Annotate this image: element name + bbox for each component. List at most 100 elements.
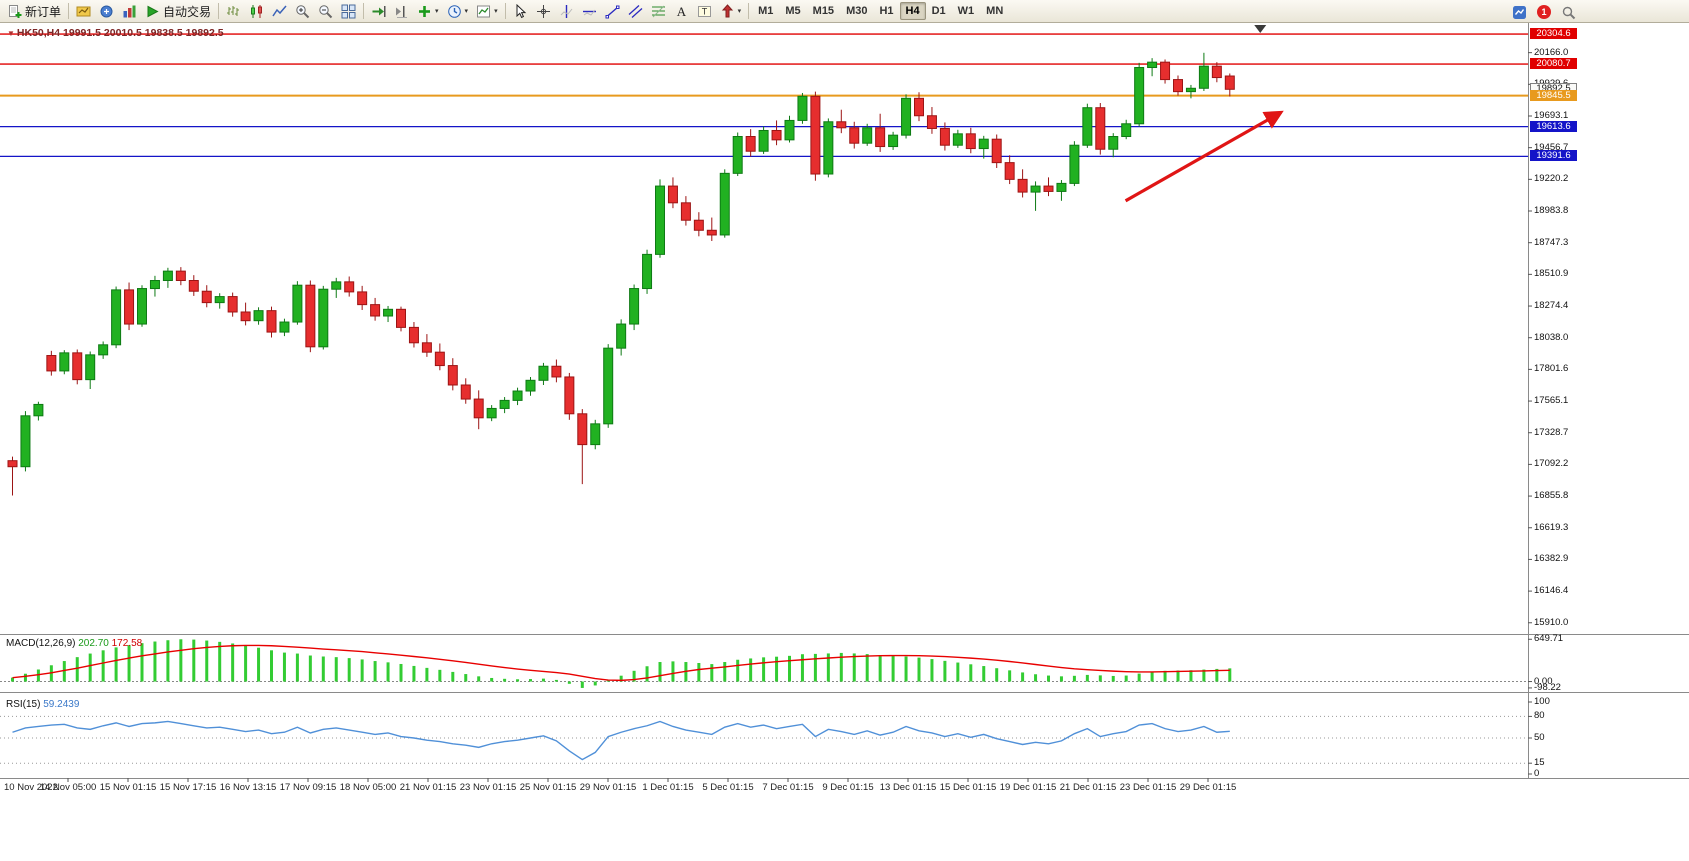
auto-scroll-icon xyxy=(371,4,386,19)
macd-value-signal: 172.58 xyxy=(111,638,143,649)
auto-scroll-button[interactable] xyxy=(367,1,390,21)
chart-canvas xyxy=(0,23,1689,782)
macd-label: MACD(12,26,9) 202.70 172.58 xyxy=(6,638,142,649)
price-tick-label: 16146.4 xyxy=(1534,585,1569,597)
crosshair-button[interactable] xyxy=(532,1,555,21)
bar-chart-button[interactable] xyxy=(222,1,245,21)
tile-windows-button[interactable] xyxy=(337,1,360,21)
profiles-icon xyxy=(76,4,91,19)
svg-text:T: T xyxy=(701,6,707,16)
zoom-in-button[interactable] xyxy=(291,1,314,21)
chevron-down-icon: ▾ xyxy=(494,8,498,15)
new-order-button[interactable]: 新订单 xyxy=(3,1,65,21)
horizontal-line-button[interactable] xyxy=(578,1,601,21)
autotrading-button[interactable]: 自动交易 xyxy=(141,1,215,21)
line-chart-icon xyxy=(272,4,287,19)
price-tick-label: 16619.3 xyxy=(1534,521,1569,533)
timeframe-m5[interactable]: M5 xyxy=(779,2,806,20)
zoom-out-button[interactable] xyxy=(314,1,337,21)
zoom-out-icon xyxy=(318,4,333,19)
time-axis-label: 14 Nov 05:00 xyxy=(39,782,97,793)
cursor-arrow-icon xyxy=(513,3,528,19)
price-tick-label: 19456.7 xyxy=(1534,141,1569,153)
templates-button[interactable]: ▾ xyxy=(472,1,502,21)
periods-button[interactable]: ▾ xyxy=(443,1,473,21)
channel-button[interactable] xyxy=(624,1,647,21)
macd-axis-label: 649.71 xyxy=(1534,633,1564,645)
community-button[interactable] xyxy=(1508,2,1531,22)
chart-ohlc-title: ▼ HK50,H4 19991.5 20010.5 19838.5 19892.5 xyxy=(7,27,224,39)
toolbar-right-group: 1 xyxy=(1508,2,1580,22)
price-badge-red: 20304.6 xyxy=(1530,28,1577,40)
timeframe-h1[interactable]: H1 xyxy=(873,2,899,20)
macd-axis-label: -98.22 xyxy=(1534,681,1561,693)
time-axis-label: 25 Nov 01:15 xyxy=(519,782,577,793)
navigator-button[interactable] xyxy=(118,1,141,21)
price-badge-red: 20080.7 xyxy=(1530,58,1577,70)
chart-shift-marker-icon[interactable] xyxy=(1254,25,1267,33)
text-button[interactable]: A xyxy=(670,1,693,21)
rsi-value: 59.2439 xyxy=(43,699,80,710)
time-axis-label: 21 Dec 01:15 xyxy=(1059,782,1117,793)
timeframe-m15[interactable]: M15 xyxy=(807,2,840,20)
timeframe-h4[interactable]: H4 xyxy=(899,2,926,20)
time-axis-label: 15 Nov 01:15 xyxy=(99,782,157,793)
indicators-button[interactable]: ▾ xyxy=(413,1,443,21)
price-tick-label: 17801.6 xyxy=(1534,363,1569,375)
templates-icon xyxy=(476,4,491,19)
time-axis-label: 9 Dec 01:15 xyxy=(822,782,874,793)
price-tick-label: 18983.8 xyxy=(1534,205,1569,216)
price-tick-label: 18510.9 xyxy=(1534,268,1569,280)
timeframe-m1[interactable]: M1 xyxy=(752,2,779,20)
search-button[interactable] xyxy=(1557,2,1580,22)
timeframe-d1[interactable]: D1 xyxy=(926,2,952,20)
autotrading-play-icon xyxy=(145,4,160,19)
timeframe-m30[interactable]: M30 xyxy=(840,2,873,20)
trend-arrow-object[interactable] xyxy=(1124,110,1284,203)
candlestick-chart-button[interactable] xyxy=(245,1,268,21)
price-tick-label: 16382.9 xyxy=(1534,553,1569,565)
navigator-icon xyxy=(122,4,137,19)
timeframe-w1[interactable]: W1 xyxy=(952,2,981,20)
macd-histogram xyxy=(11,639,1232,688)
price-tick-label: 17565.1 xyxy=(1534,395,1569,407)
macd-value-main: 202.70 xyxy=(78,638,109,649)
chart-shift-button[interactable] xyxy=(390,1,413,21)
time-axis-label: 29 Dec 01:15 xyxy=(1179,782,1237,793)
fibonacci-button[interactable] xyxy=(647,1,670,21)
chart-window[interactable]: ▼ HK50,H4 19991.5 20010.5 19838.5 19892.5… xyxy=(0,23,1689,861)
vertical-line-button[interactable] xyxy=(555,1,578,21)
price-badge-blue: 19391.6 xyxy=(1530,150,1577,162)
time-axis-label: 18 Nov 05:00 xyxy=(339,782,397,793)
text-icon: A xyxy=(674,4,689,19)
trendline-button[interactable] xyxy=(601,1,624,21)
time-axis-label: 15 Dec 01:15 xyxy=(939,782,997,793)
text-label-button[interactable]: T xyxy=(693,1,716,21)
time-axis-label: 21 Nov 01:15 xyxy=(399,782,457,793)
macd-name: MACD(12,26,9) xyxy=(6,638,76,649)
time-axis-label: 1 Dec 01:15 xyxy=(642,782,694,793)
line-chart-button[interactable] xyxy=(268,1,291,21)
time-axis-label: 5 Dec 01:15 xyxy=(702,782,754,793)
chart-shift-icon xyxy=(394,4,409,19)
toolbar-separator xyxy=(68,3,70,19)
toolbar-separator xyxy=(748,3,750,19)
toolbar-separator xyxy=(504,3,506,19)
rsi-axis-label: 80 xyxy=(1534,710,1545,722)
price-tick-label: 16855.8 xyxy=(1534,490,1569,502)
profiles-button[interactable] xyxy=(72,1,95,21)
candlesticks xyxy=(7,52,1235,496)
chart-title-text: HK50,H4 19991.5 20010.5 19838.5 19892.5 xyxy=(16,27,224,39)
market-watch-button[interactable] xyxy=(95,1,118,21)
search-icon xyxy=(1561,5,1576,20)
cursor-button[interactable] xyxy=(509,1,532,21)
price-tick-label: 20166.0 xyxy=(1534,46,1569,58)
time-axis-label: 10 Nov 2022 xyxy=(4,782,58,793)
vertical-line-icon xyxy=(559,4,574,19)
autotrading-label: 自动交易 xyxy=(163,4,212,19)
arrows-button[interactable]: ▾ xyxy=(716,1,746,21)
text-label-icon: T xyxy=(697,4,712,19)
notification-badge[interactable]: 1 xyxy=(1537,5,1551,19)
arrow-shape-icon xyxy=(720,3,735,19)
timeframe-mn[interactable]: MN xyxy=(980,2,1009,20)
